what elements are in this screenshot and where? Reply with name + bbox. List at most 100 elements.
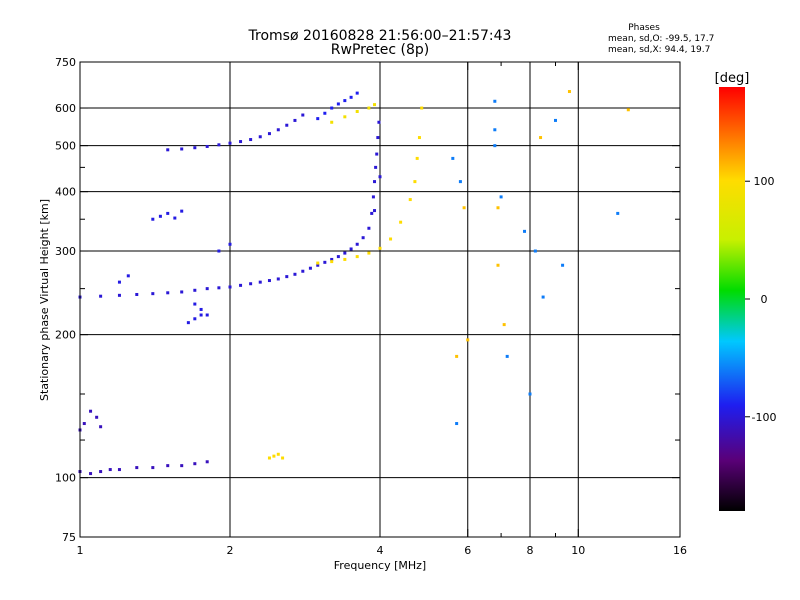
data-point xyxy=(373,103,377,107)
data-point xyxy=(493,99,497,103)
data-point xyxy=(373,180,377,184)
data-point xyxy=(166,291,170,295)
data-point xyxy=(336,255,340,259)
data-point xyxy=(276,277,280,281)
x-tick-label: 1 xyxy=(77,544,84,557)
y-tick-label: 100 xyxy=(55,472,76,485)
x-axis-label: Frequency [MHz] xyxy=(334,559,426,572)
y-tick-label: 750 xyxy=(55,56,76,69)
data-point xyxy=(413,180,417,184)
data-point xyxy=(199,307,203,311)
data-point xyxy=(455,354,459,358)
data-point xyxy=(301,113,305,117)
data-point xyxy=(343,251,347,255)
data-point xyxy=(99,425,103,429)
data-point xyxy=(239,140,243,144)
data-point xyxy=(371,195,375,199)
data-point xyxy=(99,470,103,474)
data-point xyxy=(316,263,320,267)
data-point xyxy=(117,293,121,297)
data-point xyxy=(205,460,209,464)
data-point xyxy=(151,217,155,221)
data-point xyxy=(193,302,197,306)
data-point xyxy=(117,468,121,472)
data-point xyxy=(285,123,289,127)
x-tick-label: 6 xyxy=(464,544,471,557)
data-point xyxy=(99,294,103,298)
data-point xyxy=(323,260,327,264)
data-point xyxy=(158,214,162,218)
data-point xyxy=(349,247,353,251)
data-point xyxy=(462,206,466,210)
data-point xyxy=(367,226,371,230)
y-tick-label: 200 xyxy=(55,329,76,342)
data-point xyxy=(217,286,221,290)
x-tick-label: 10 xyxy=(571,544,585,557)
data-point xyxy=(541,295,545,299)
data-point xyxy=(378,175,382,179)
data-point xyxy=(166,148,170,152)
data-point xyxy=(496,263,500,267)
data-point xyxy=(180,147,184,151)
data-point xyxy=(343,99,347,103)
data-point xyxy=(415,156,419,160)
data-point xyxy=(205,313,209,317)
data-point xyxy=(349,95,353,99)
data-point xyxy=(267,132,271,136)
data-point xyxy=(377,120,381,124)
data-point xyxy=(374,165,378,169)
data-point xyxy=(180,290,184,294)
data-point xyxy=(451,156,455,160)
data-point xyxy=(355,242,359,246)
data-point xyxy=(528,392,532,396)
data-point xyxy=(117,280,121,284)
y-tick-label: 500 xyxy=(55,140,76,153)
data-point xyxy=(389,237,393,241)
data-point xyxy=(135,292,139,296)
x-tick-label: 4 xyxy=(377,544,384,557)
data-point xyxy=(205,287,209,291)
data-point xyxy=(193,317,197,321)
data-point xyxy=(276,452,280,456)
data-point xyxy=(276,128,280,132)
data-point xyxy=(361,236,365,240)
data-point xyxy=(151,292,155,296)
data-point xyxy=(258,135,262,139)
colorbar-tick-label: -100 xyxy=(752,411,777,424)
data-point xyxy=(420,106,424,110)
data-point xyxy=(293,272,297,276)
data-point xyxy=(567,90,571,94)
data-point xyxy=(205,144,209,148)
data-point xyxy=(355,109,359,113)
data-point xyxy=(249,282,253,286)
data-point xyxy=(316,117,320,121)
phases-heading: Phases xyxy=(628,23,660,33)
data-point xyxy=(336,102,340,106)
data-point xyxy=(330,260,334,264)
data-point xyxy=(193,146,197,150)
data-point xyxy=(258,280,262,284)
data-point xyxy=(108,468,112,472)
data-point xyxy=(523,229,527,233)
data-point xyxy=(173,216,177,220)
data-point xyxy=(217,143,221,147)
data-point xyxy=(239,283,243,287)
data-point xyxy=(126,274,130,278)
data-point xyxy=(626,108,630,112)
data-point xyxy=(301,269,305,273)
data-point xyxy=(466,338,470,342)
phases-line-o: mean, sd,O: -99.5, 17.7 xyxy=(608,34,714,44)
data-point xyxy=(267,456,271,460)
data-point xyxy=(293,118,297,122)
plot-border xyxy=(79,61,681,538)
data-point xyxy=(180,464,184,468)
chart-subtitle: RwPretec (8p) xyxy=(331,42,429,58)
data-point xyxy=(308,266,312,270)
y-tick-label: 300 xyxy=(55,245,76,258)
data-point xyxy=(493,128,497,132)
data-point xyxy=(499,195,503,199)
data-point xyxy=(355,255,359,259)
data-point xyxy=(330,257,334,261)
grid-layer xyxy=(80,62,680,537)
data-point xyxy=(539,136,543,140)
